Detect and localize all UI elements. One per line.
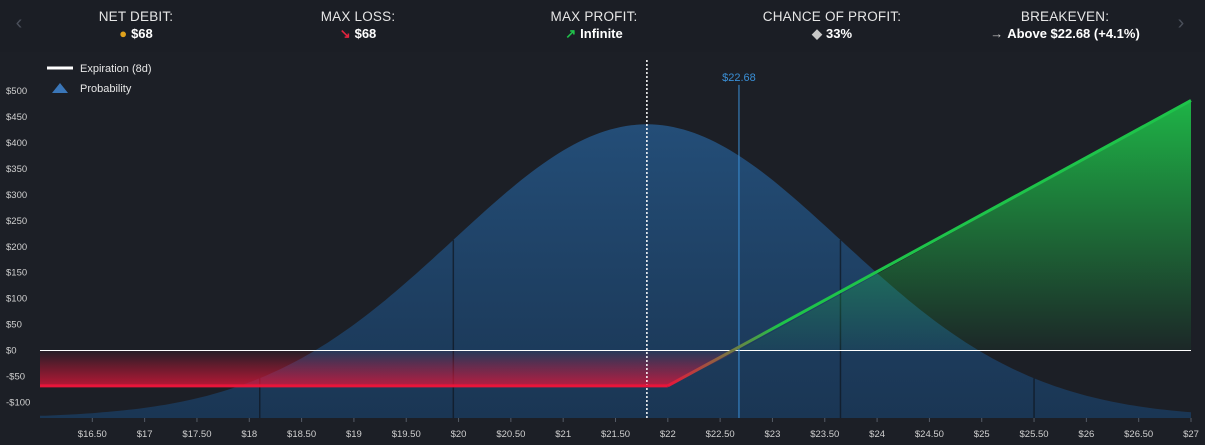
max-profit-label: MAX PROFIT: (550, 9, 638, 24)
y-tick-label: $400 (6, 138, 27, 149)
x-tick-label: $27 (1183, 429, 1199, 440)
y-tick-label: $200 (6, 242, 27, 253)
max-loss-label: MAX LOSS: (320, 9, 396, 24)
payoff-chart[interactable]: $500 $450 $400 $350 $300 $250 $200 $150 $100 $50 $… (0, 52, 1205, 445)
x-tick-label: $18.50 (287, 429, 316, 440)
chance-of-profit-label: CHANCE OF PROFIT: (762, 9, 902, 24)
y-tick-label: $0 (6, 346, 17, 357)
x-tick-label: $26.50 (1124, 429, 1153, 440)
stat-max-loss: MAX LOSS: ↘ $68 (298, 9, 418, 42)
payoff-line-profit (667, 99, 1192, 388)
legend-probability-label: Probability (80, 83, 132, 95)
prev-arrow-icon[interactable]: ‹ (15, 12, 23, 34)
x-tick-label: $16.50 (78, 429, 107, 440)
x-tick-label: $25 (974, 429, 990, 440)
dice-icon: ◆ (811, 26, 822, 41)
profit-area (738, 100, 1191, 351)
x-tick-label: $17.50 (182, 429, 211, 440)
stat-chance-of-profit: CHANCE OF PROFIT: ◆ 33% (752, 9, 912, 42)
x-tick-label: $25.50 (1020, 429, 1049, 440)
y-tick-label: -$50 (6, 371, 25, 382)
breakeven-label: BREAKEVEN: (1020, 9, 1110, 24)
x-tick-label: $22.50 (706, 429, 735, 440)
next-arrow-icon[interactable]: › (1177, 12, 1185, 34)
x-tick-label: $19 (346, 429, 362, 440)
stat-breakeven: BREAKEVEN: → Above $22.68 (+4.1%) (975, 9, 1155, 41)
chance-of-profit-value: 33% (825, 26, 853, 41)
x-tick-label: $23.50 (810, 429, 839, 440)
legend-expiration-label: Expiration (8d) (80, 63, 152, 75)
x-tick-label: $21.50 (601, 429, 630, 440)
max-loss-value: $68 (354, 26, 377, 41)
y-tick-label: $450 (6, 112, 27, 123)
loss-area (40, 350, 739, 386)
stat-net-debit: NET DEBIT: ● $68 (76, 9, 196, 41)
x-tick-label: $22 (660, 429, 676, 440)
y-tick-label: $250 (6, 216, 27, 227)
x-tick-label: $24.50 (915, 429, 944, 440)
x-tick-label: $24 (869, 429, 885, 440)
x-tick-label: $21 (555, 429, 571, 440)
x-tick-label: $20.50 (496, 429, 525, 440)
stats-bar: ‹ › NET DEBIT: ● $68 MAX LOSS: ↘ $68 MAX P… (0, 0, 1205, 52)
arrow-right-icon: → (990, 26, 1004, 41)
x-tick-label: $18 (241, 429, 257, 440)
x-tick-label: $26 (1078, 429, 1094, 440)
coins-icon: ● (119, 26, 128, 41)
net-debit-value: $68 (131, 26, 153, 41)
y-tick-label: $300 (6, 190, 27, 201)
y-tick-label: $100 (6, 294, 27, 305)
y-tick-label: $500 (6, 86, 27, 97)
x-tick-label: $23 (765, 429, 781, 440)
y-tick-label: $150 (6, 268, 27, 279)
y-tick-label: -$100 (6, 397, 30, 408)
max-profit-value: Infinite (580, 26, 623, 41)
y-tick-label: $350 (6, 164, 27, 175)
stat-max-profit: MAX PROFIT: ↗ Infinite (534, 9, 654, 42)
x-tick-label: $19.50 (392, 429, 421, 440)
x-tick-label: $17 (137, 429, 153, 440)
legend-probability-swatch (52, 83, 68, 93)
y-tick-label: $50 (6, 320, 22, 331)
legend: Expiration (8d) Probability (47, 63, 152, 95)
arrow-down-right-icon: ↘ (339, 26, 351, 41)
net-debit-label: NET DEBIT: (98, 9, 174, 24)
breakeven-value: Above $22.68 (+4.1%) (1007, 26, 1140, 41)
breakeven-label: $22.68 (722, 72, 756, 84)
arrow-up-right-icon: ↗ (565, 26, 577, 41)
x-tick-label: $20 (451, 429, 467, 440)
